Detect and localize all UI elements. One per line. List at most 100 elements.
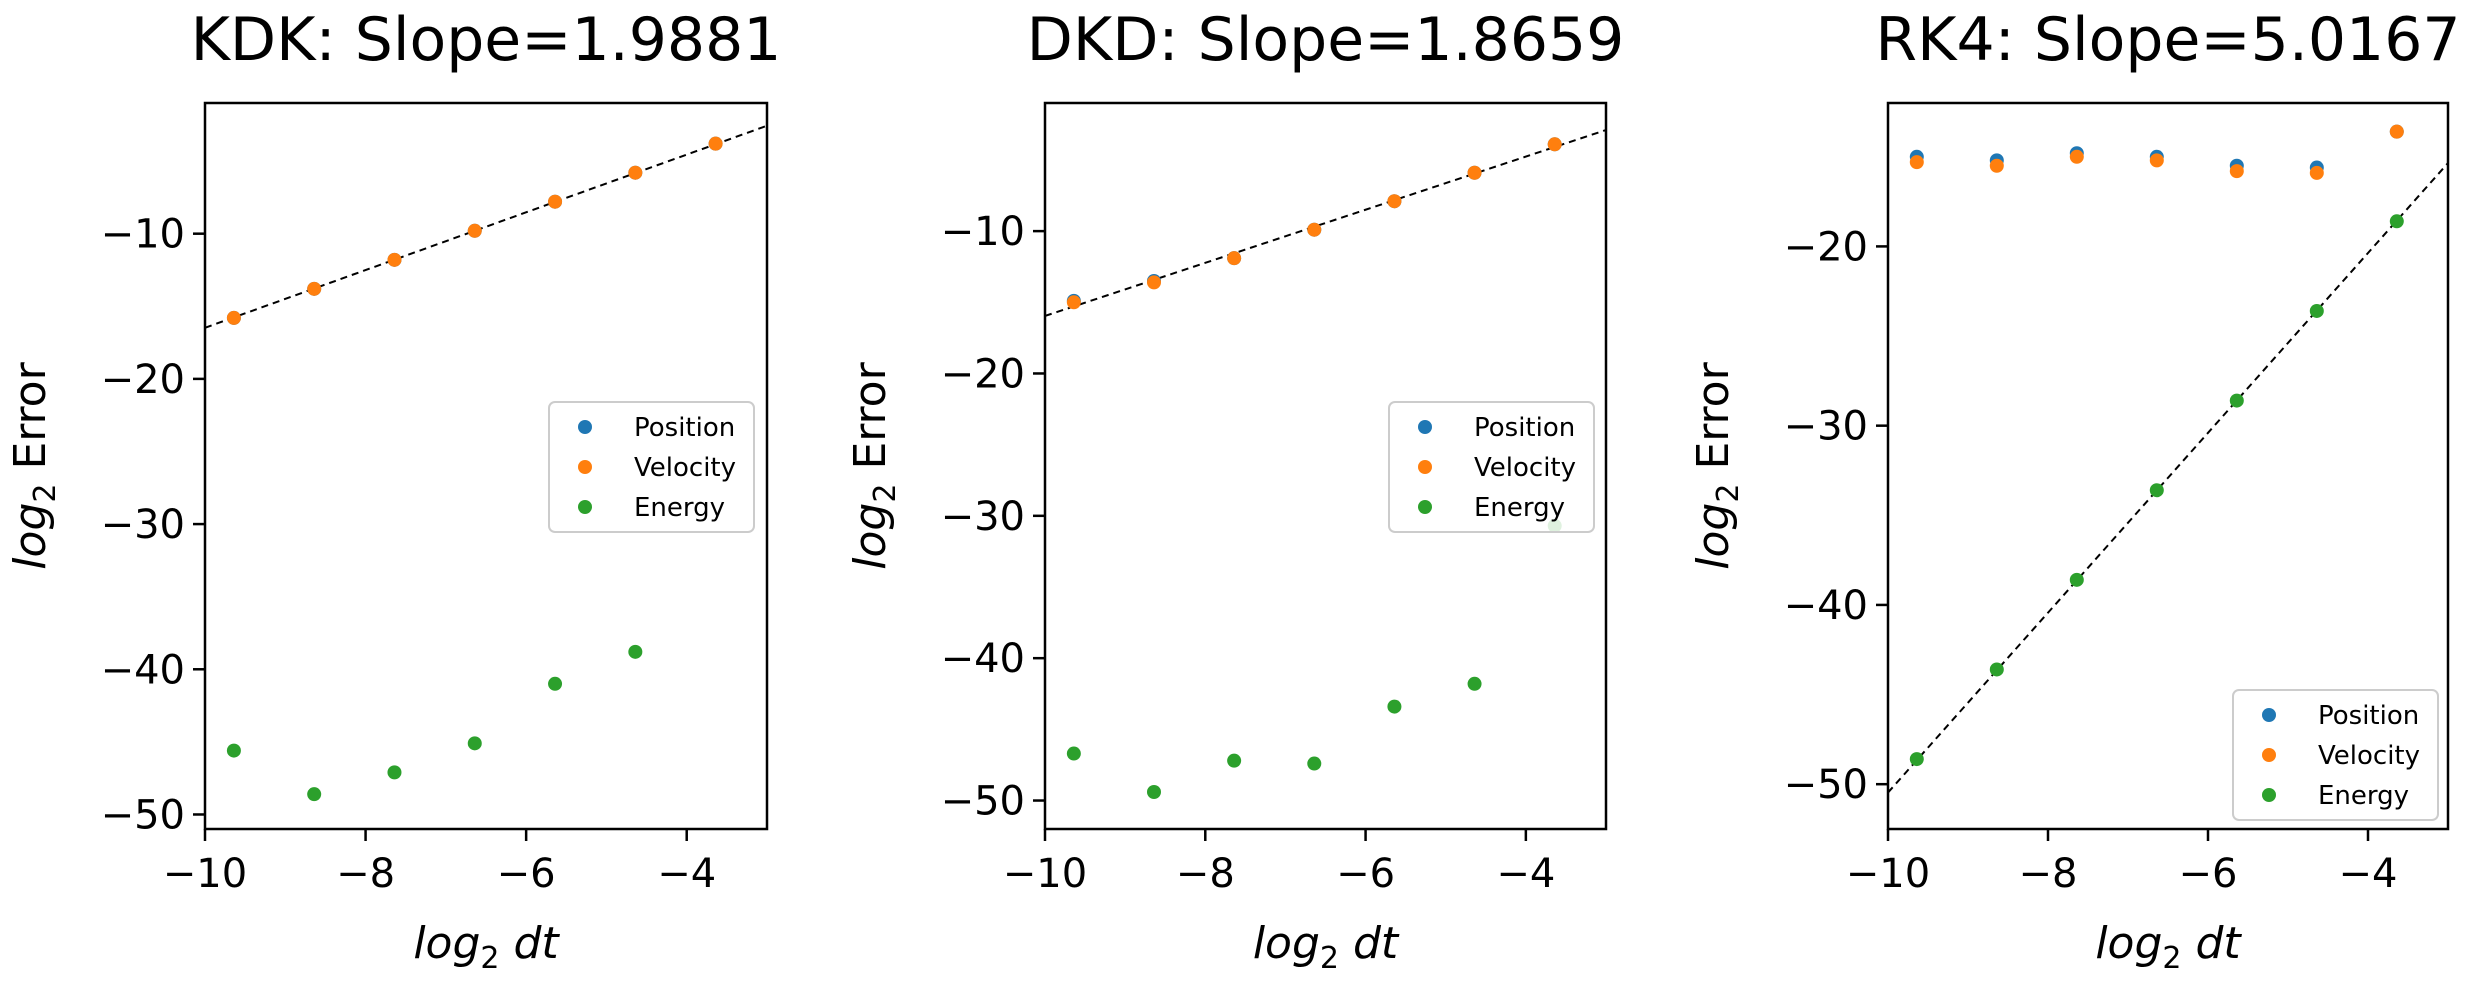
- point-velocity: [467, 223, 482, 238]
- point-energy: [1989, 662, 2004, 677]
- legend: Position Velocity Energy: [548, 401, 755, 533]
- x-tick-label: −10: [1846, 851, 1930, 897]
- axes-frame: [1886, 101, 2450, 831]
- point-energy: [2229, 393, 2244, 408]
- x-axis-label: log2 dt: [413, 918, 560, 976]
- legend-box: [2232, 689, 2439, 821]
- point-velocity: [387, 252, 402, 267]
- point-velocity: [2149, 153, 2164, 168]
- y-tick-label: −10: [101, 212, 185, 258]
- legend-marker: [1418, 460, 1432, 474]
- legend-marker: [578, 460, 592, 474]
- y-tick-label: −20: [941, 351, 1025, 397]
- y-tick-label: −20: [101, 357, 185, 403]
- point-velocity: [2309, 165, 2324, 180]
- point-energy: [1146, 784, 1161, 799]
- chart-panel-2: DKD: Slope=1.8659 −10 −8 −6 −4 −10 −20 −30 −40 −5…: [845, 5, 1624, 976]
- y-tick-label: −50: [941, 779, 1025, 825]
- legend-marker: [578, 500, 592, 514]
- legend-marker: [2262, 748, 2276, 762]
- plot-area: [1888, 124, 2448, 794]
- y-tick-label: −30: [101, 502, 185, 548]
- legend-marker: [2262, 788, 2276, 802]
- point-energy: [628, 644, 643, 659]
- point-velocity: [548, 194, 563, 209]
- point-energy: [467, 736, 482, 751]
- point-energy: [1227, 753, 1242, 768]
- point-energy: [2309, 303, 2324, 318]
- legend-label: Velocity: [634, 453, 736, 483]
- chart-panel-1: KDK: Slope=1.9881 −10 −8 −6 −4 −10 −20 −30 −40 −5…: [5, 5, 781, 976]
- legend: Position Velocity Energy: [1388, 401, 1595, 533]
- x-tick-label: −6: [497, 851, 556, 897]
- x-axis-label: log2 dt: [1253, 918, 1400, 976]
- legend: Position Velocity Energy: [2232, 689, 2439, 821]
- point-velocity: [1909, 155, 1924, 170]
- point-velocity: [2389, 124, 2404, 139]
- y-tick-label: −30: [941, 494, 1025, 540]
- point-energy: [548, 676, 563, 691]
- legend-label: Position: [634, 413, 735, 443]
- legend-label: Velocity: [1474, 453, 1576, 483]
- legend-box: [548, 401, 755, 533]
- point-energy: [1387, 699, 1402, 714]
- y-tick-label: −50: [1784, 762, 1868, 808]
- x-tick-label: −4: [1496, 851, 1555, 897]
- y-tick-label: −50: [101, 792, 185, 838]
- point-velocity: [708, 136, 723, 151]
- chart-title: KDK: Slope=1.9881: [191, 5, 782, 75]
- chart-title: DKD: Slope=1.8659: [1027, 5, 1625, 75]
- point-velocity: [2229, 164, 2244, 179]
- fit-line: [205, 124, 767, 329]
- axes-frame: [203, 101, 769, 831]
- point-energy: [387, 765, 402, 780]
- x-tick-label: −6: [1336, 851, 1395, 897]
- point-energy: [2389, 214, 2404, 229]
- x-axis-label: log2 dt: [2095, 918, 2242, 976]
- point-energy: [1467, 676, 1482, 691]
- y-tick-label: −40: [1784, 583, 1868, 629]
- axes-frame: [1043, 101, 1608, 831]
- y-tick-label: −30: [1784, 404, 1868, 450]
- legend-label: Position: [1474, 413, 1575, 443]
- legend-label: Energy: [2318, 781, 2409, 811]
- point-energy: [2149, 483, 2164, 498]
- y-tick-label: −40: [941, 636, 1025, 682]
- point-energy: [1066, 746, 1081, 761]
- point-velocity: [1989, 158, 2004, 173]
- chart-panel-3: RK4: Slope=5.0167 −10 −8 −6 −4 −20 −30 −40 −50 lo…: [1688, 5, 2461, 976]
- x-tick-label: −10: [1003, 851, 1087, 897]
- legend-marker: [578, 420, 592, 434]
- x-tick-label: −8: [336, 851, 395, 897]
- chart-title: RK4: Slope=5.0167: [1875, 5, 2460, 75]
- legend-label: Velocity: [2318, 741, 2420, 771]
- point-velocity: [307, 281, 322, 296]
- point-velocity: [2069, 149, 2084, 164]
- y-tick-label: −20: [1784, 224, 1868, 270]
- y-axis-label: log2 Error: [845, 361, 903, 569]
- legend-marker: [1418, 420, 1432, 434]
- point-velocity: [1467, 165, 1482, 180]
- x-tick-label: −6: [2179, 851, 2238, 897]
- x-tick-label: −8: [1176, 851, 1235, 897]
- x-tick-label: −4: [2339, 851, 2398, 897]
- point-velocity: [1146, 275, 1161, 290]
- plot-area: [1045, 129, 1606, 799]
- point-energy: [226, 743, 241, 758]
- legend-label: Position: [2318, 701, 2419, 731]
- legend-marker: [1418, 500, 1432, 514]
- point-velocity: [1307, 222, 1322, 237]
- legend-marker: [2262, 708, 2276, 722]
- legend-label: Energy: [634, 493, 725, 523]
- legend-label: Energy: [1474, 493, 1565, 523]
- fit-line: [1045, 129, 1606, 317]
- y-tick-label: −10: [941, 209, 1025, 255]
- point-velocity: [628, 165, 643, 180]
- fit-line: [1888, 162, 2448, 794]
- point-energy: [1307, 756, 1322, 771]
- point-energy: [1909, 752, 1924, 767]
- legend-box: [1388, 401, 1595, 533]
- point-velocity: [1066, 295, 1081, 310]
- point-velocity: [226, 310, 241, 325]
